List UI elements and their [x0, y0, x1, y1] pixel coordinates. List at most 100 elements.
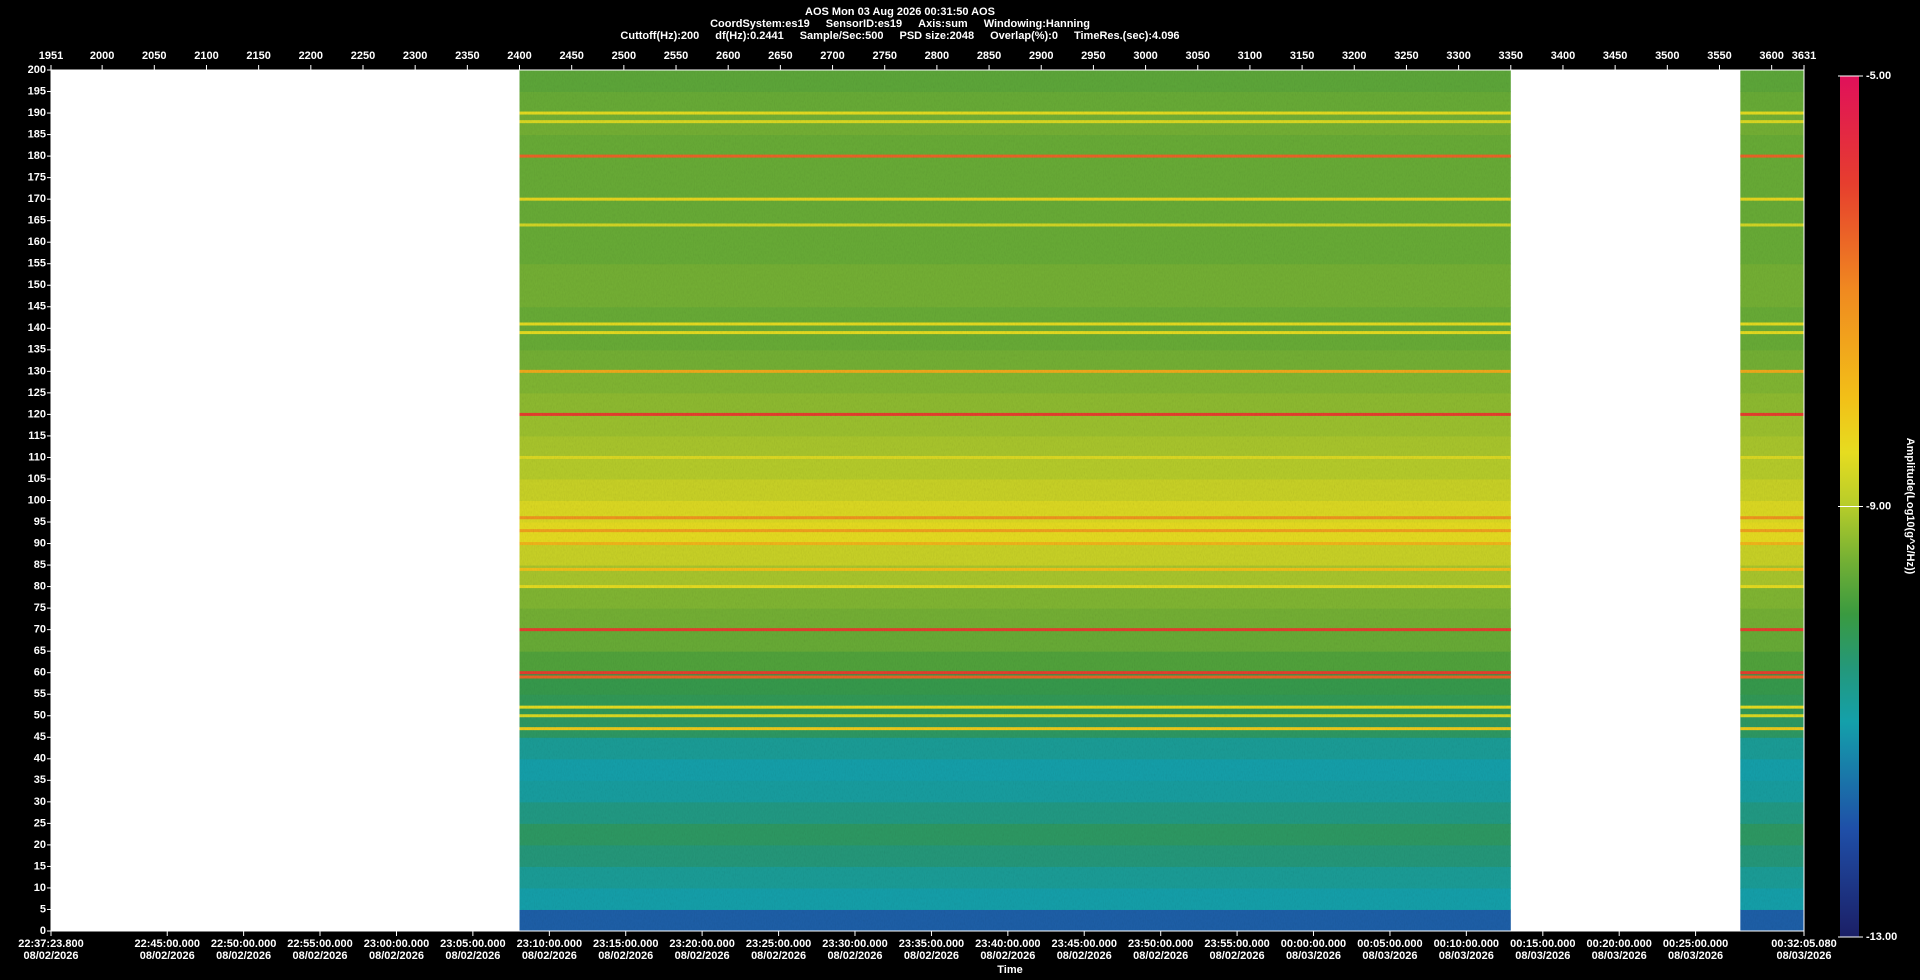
date-tick-label: 08/03/2026 [1362, 950, 1417, 962]
x-tick-label: 2200 [299, 50, 323, 62]
y-tick-label: 125 [28, 387, 46, 399]
y-tick-label: 25 [34, 817, 46, 829]
x-tick-label: 1951 [39, 50, 63, 62]
x-tick-label: 3000 [1133, 50, 1157, 62]
y-tick-label: 115 [28, 430, 46, 442]
x-tick-label: 2400 [507, 50, 531, 62]
time-tick-label: 23:30:00.000 [822, 938, 887, 950]
x-tick-label: 2850 [977, 50, 1001, 62]
colorbar-tick-label: -5.00 [1866, 70, 1891, 82]
x-tick-label: 2900 [1029, 50, 1053, 62]
time-tick-label: 23:25:00.000 [746, 938, 811, 950]
x-tick-label: 3550 [1707, 50, 1731, 62]
date-tick-label: 08/02/2026 [369, 950, 424, 962]
y-tick-label: 175 [28, 172, 46, 184]
x-tick-label: 2650 [768, 50, 792, 62]
y-tick-label: 0 [40, 925, 46, 937]
y-tick-label: 135 [28, 344, 46, 356]
y-tick-label: 120 [28, 408, 46, 420]
y-tick-label: 65 [34, 645, 46, 657]
x-tick-label: 3400 [1551, 50, 1575, 62]
y-tick-label: 110 [28, 451, 46, 463]
header-item: TimeRes.(sec):4.096 [1074, 30, 1180, 42]
x-tick-label: 2550 [664, 50, 688, 62]
x-tick-label: 2800 [925, 50, 949, 62]
x-tick-label: 3500 [1655, 50, 1679, 62]
chart-title: AOS Mon 03 Aug 2026 00:31:50 AOS [805, 6, 995, 18]
y-tick-label: 165 [28, 215, 46, 227]
y-tick-label: 45 [34, 731, 46, 743]
time-tick-label: 00:20:00.000 [1586, 938, 1651, 950]
date-tick-label: 08/02/2026 [23, 950, 78, 962]
colorbar-label: Amplitude(Log10(g^2/Hz)) [1904, 438, 1916, 575]
y-tick-label: 200 [28, 64, 46, 76]
x-tick-label: 2500 [612, 50, 636, 62]
header-item: Sample/Sec:500 [800, 30, 884, 42]
y-tick-label: 55 [34, 688, 46, 700]
y-tick-label: 140 [28, 322, 46, 334]
y-tick-label: 95 [34, 516, 46, 528]
y-tick-label: 150 [28, 279, 46, 291]
x-tick-label: 3600 [1759, 50, 1783, 62]
y-tick-label: 5 [40, 903, 46, 915]
time-tick-label: 23:20:00.000 [669, 938, 734, 950]
time-tick-label: 23:55:00.000 [1204, 938, 1269, 950]
header-item: SensorID:es19 [826, 18, 902, 30]
header-item: Cuttoff(Hz):200 [620, 30, 699, 42]
x-tick-label: 2950 [1081, 50, 1105, 62]
time-tick-label: 22:55:00.000 [287, 938, 352, 950]
x-tick-label: 2700 [820, 50, 844, 62]
y-tick-label: 105 [28, 473, 46, 485]
time-tick-label: 23:35:00.000 [899, 938, 964, 950]
date-tick-label: 08/02/2026 [827, 950, 882, 962]
time-tick-label: 23:10:00.000 [517, 938, 582, 950]
time-tick-label: 22:45:00.000 [135, 938, 200, 950]
x-tick-label: 3200 [1342, 50, 1366, 62]
date-tick-label: 08/02/2026 [522, 950, 577, 962]
date-tick-label: 08/02/2026 [1133, 950, 1188, 962]
time-tick-label: 23:15:00.000 [593, 938, 658, 950]
time-tick-label: 23:45:00.000 [1052, 938, 1117, 950]
y-tick-label: 180 [28, 150, 46, 162]
date-tick-label: 08/03/2026 [1286, 950, 1341, 962]
x-tick-label: 3350 [1499, 50, 1523, 62]
x-tick-label: 2450 [559, 50, 583, 62]
time-tick-label: 00:00:00.000 [1281, 938, 1346, 950]
date-tick-label: 08/02/2026 [904, 950, 959, 962]
header-item: Axis:sum [918, 18, 968, 30]
x-tick-label: 2350 [455, 50, 479, 62]
date-tick-label: 08/03/2026 [1592, 950, 1647, 962]
x-tick-label: 2250 [351, 50, 375, 62]
time-tick-label: 23:05:00.000 [440, 938, 505, 950]
y-tick-label: 75 [34, 602, 46, 614]
x-tick-label: 3150 [1290, 50, 1314, 62]
y-tick-label: 60 [34, 667, 46, 679]
y-tick-label: 185 [28, 128, 46, 140]
time-tick-label: 00:05:00.000 [1357, 938, 1422, 950]
x-tick-label: 2100 [194, 50, 218, 62]
colorbar-tick-label: -13.00 [1866, 931, 1897, 943]
x-tick-label: 2150 [246, 50, 270, 62]
header-line: CoordSystem:es19 SensorID:es19 Axis:sum Win… [710, 18, 1090, 30]
y-tick-label: 130 [28, 365, 46, 377]
header-item: Overlap(%):0 [990, 30, 1058, 42]
date-tick-label: 08/02/2026 [445, 950, 500, 962]
header-item: Windowing:Hanning [984, 18, 1090, 30]
colorbar-tick-label: -9.00 [1866, 500, 1891, 512]
time-tick-label: 23:40:00.000 [975, 938, 1040, 950]
time-tick-label: 00:32:05.080 [1771, 938, 1836, 950]
y-tick-label: 40 [34, 753, 46, 765]
date-tick-label: 08/02/2026 [751, 950, 806, 962]
x-tick-label: 2000 [90, 50, 114, 62]
date-tick-label: 08/03/2026 [1776, 950, 1831, 962]
time-tick-label: 22:50:00.000 [211, 938, 276, 950]
header-item: CoordSystem:es19 [710, 18, 810, 30]
y-tick-label: 70 [34, 624, 46, 636]
date-tick-label: 08/03/2026 [1515, 950, 1570, 962]
date-tick-label: 08/02/2026 [980, 950, 1035, 962]
date-tick-label: 08/02/2026 [216, 950, 271, 962]
y-tick-label: 170 [28, 193, 46, 205]
y-tick-label: 85 [34, 559, 46, 571]
y-tick-label: 190 [28, 107, 46, 119]
